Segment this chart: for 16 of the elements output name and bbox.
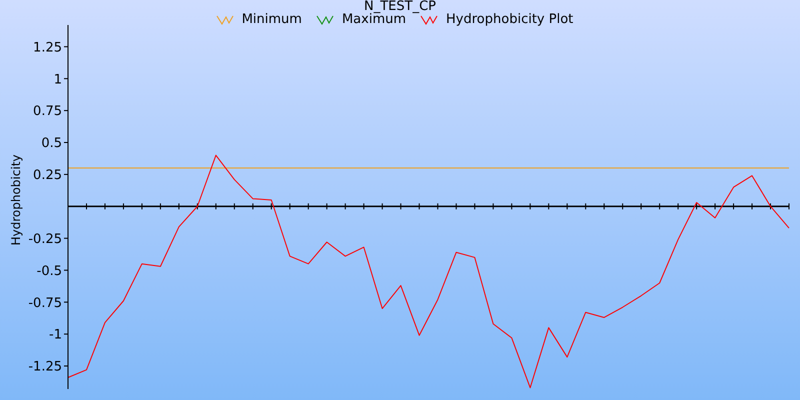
- line-series: [68, 154, 790, 388]
- y-tick-label: -1.25: [28, 360, 62, 375]
- y-tick-label: 0.5: [41, 136, 62, 152]
- y-tick-label: 0.25: [33, 168, 62, 184]
- y-tick-label: -0.75: [28, 296, 62, 311]
- y-axis-title: Hydrophobicity: [9, 154, 23, 246]
- y-tick-label: 0.75: [33, 104, 62, 120]
- legend-label: Maximum: [342, 12, 406, 27]
- y-tick-label: -1: [49, 328, 62, 343]
- y-tick-label: -0.25: [28, 232, 62, 247]
- chart-title: N_TEST_CP: [364, 0, 436, 14]
- legend-label: Minimum: [242, 12, 302, 27]
- y-tick-label: -0.5: [36, 264, 62, 279]
- legend-label: Hydrophobicity Plot: [446, 12, 574, 27]
- y-tick-label: 1: [54, 72, 62, 88]
- y-tick-label: 1.25: [33, 40, 62, 56]
